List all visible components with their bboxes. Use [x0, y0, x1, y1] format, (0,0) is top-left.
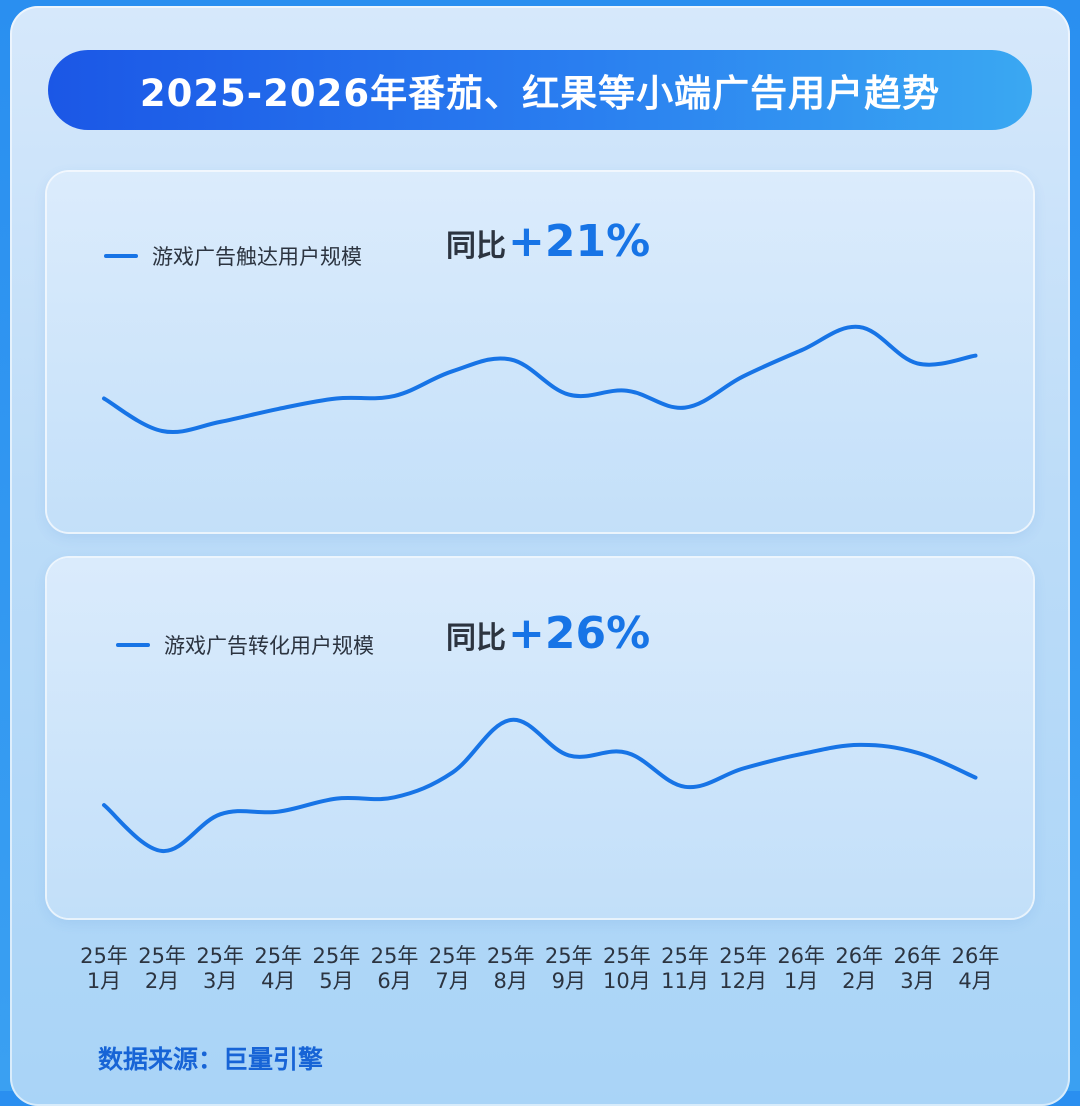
- x-tick-year: 25年: [312, 944, 361, 968]
- x-tick-label: 25年 10月: [597, 944, 657, 994]
- x-tick-year: 25年: [603, 944, 651, 968]
- x-tick-month: 8月: [493, 969, 528, 993]
- x-tick-year: 26年: [893, 944, 942, 968]
- yoy-label-reach: 同比: [446, 229, 506, 264]
- legend-conversion: 游戏广告转化用户规模: [116, 630, 374, 660]
- x-tick-label: 25年 5月: [306, 944, 366, 994]
- legend-label-conversion: 游戏广告转化用户规模: [164, 634, 374, 658]
- x-tick-label: 25年 8月: [481, 944, 541, 994]
- x-tick-month: 7月: [435, 969, 470, 993]
- x-tick-label: 25年 2月: [132, 944, 192, 994]
- x-tick-month: 12月: [719, 969, 767, 993]
- title-banner: 2025-2026年番茄、红果等小端广告用户趋势: [48, 50, 1032, 130]
- x-tick-label: 26年 1月: [771, 944, 831, 994]
- x-tick-year: 25年: [661, 944, 709, 968]
- x-tick-month: 9月: [551, 969, 586, 993]
- yoy-value-reach: +21%: [508, 216, 651, 267]
- x-tick-month: 4月: [958, 969, 993, 993]
- legend-line-swatch: [116, 643, 150, 647]
- yoy-label-conversion: 同比: [446, 621, 506, 656]
- x-tick-label: 25年 1月: [74, 944, 134, 994]
- series-line-2: [102, 717, 978, 853]
- x-tick-month: 10月: [603, 969, 651, 993]
- x-tick-year: 25年: [370, 944, 419, 968]
- x-tick-label: 25年 12月: [713, 944, 773, 994]
- x-tick-label: 26年 3月: [887, 944, 947, 994]
- x-tick-year: 25年: [80, 944, 128, 968]
- series-line-1: [102, 324, 978, 434]
- x-tick-month: 3月: [203, 969, 238, 993]
- x-tick-label: 26年 4月: [946, 944, 1006, 994]
- x-tick-month: 1月: [86, 969, 122, 993]
- x-tick-year: 25年: [196, 944, 245, 968]
- x-tick-label: 25年 9月: [539, 944, 599, 994]
- x-tick-year: 26年: [777, 944, 826, 968]
- chart-title: 2025-2026年番茄、红果等小端广告用户趋势: [139, 72, 941, 115]
- x-tick-month: 3月: [900, 969, 935, 993]
- legend-label-reach: 游戏广告触达用户规模: [152, 245, 362, 269]
- data-source: 数据来源：巨量引擎: [98, 1045, 324, 1074]
- x-tick-year: 26年: [835, 944, 884, 968]
- x-tick-label: 25年 7月: [423, 944, 483, 994]
- x-tick-label: 25年 4月: [248, 944, 308, 994]
- yoy-conversion: 同比 +26%: [446, 608, 650, 659]
- legend-reach: 游戏广告触达用户规模: [104, 241, 362, 271]
- chart-panel-reach: [47, 172, 1033, 532]
- x-tick-month: 4月: [261, 969, 296, 993]
- x-tick-year: 25年: [719, 944, 767, 968]
- x-tick-year: 25年: [486, 944, 535, 968]
- x-tick-month: 2月: [144, 969, 180, 993]
- x-tick-label: 26年 2月: [829, 944, 889, 994]
- x-tick-year: 25年: [544, 944, 593, 968]
- x-tick-label: 25年 3月: [190, 944, 250, 994]
- x-tick-month: 1月: [784, 969, 819, 993]
- x-tick-year: 25年: [428, 944, 477, 968]
- x-tick-year: 25年: [254, 944, 303, 968]
- x-tick-year: 25年: [138, 944, 186, 968]
- yoy-value-conversion: +26%: [508, 608, 651, 659]
- x-tick-label: 25年 6月: [365, 944, 425, 994]
- x-tick-month: 5月: [319, 969, 354, 993]
- x-tick-month: 2月: [842, 969, 877, 993]
- x-tick-month: 11月: [661, 969, 709, 993]
- x-tick-label: 25年 11月: [655, 944, 715, 994]
- x-tick-year: 26年: [951, 944, 1000, 968]
- x-tick-month: 6月: [377, 969, 412, 993]
- yoy-reach: 同比 +21%: [446, 216, 650, 267]
- chart-panel-conversion: [47, 558, 1033, 918]
- x-axis: 25年 1月 25年 2月 25年 3月 25年 4月 25年 5月 25年 6月 25年 7月 25年 8月…: [0, 944, 1080, 1004]
- legend-line-swatch: [104, 254, 138, 258]
